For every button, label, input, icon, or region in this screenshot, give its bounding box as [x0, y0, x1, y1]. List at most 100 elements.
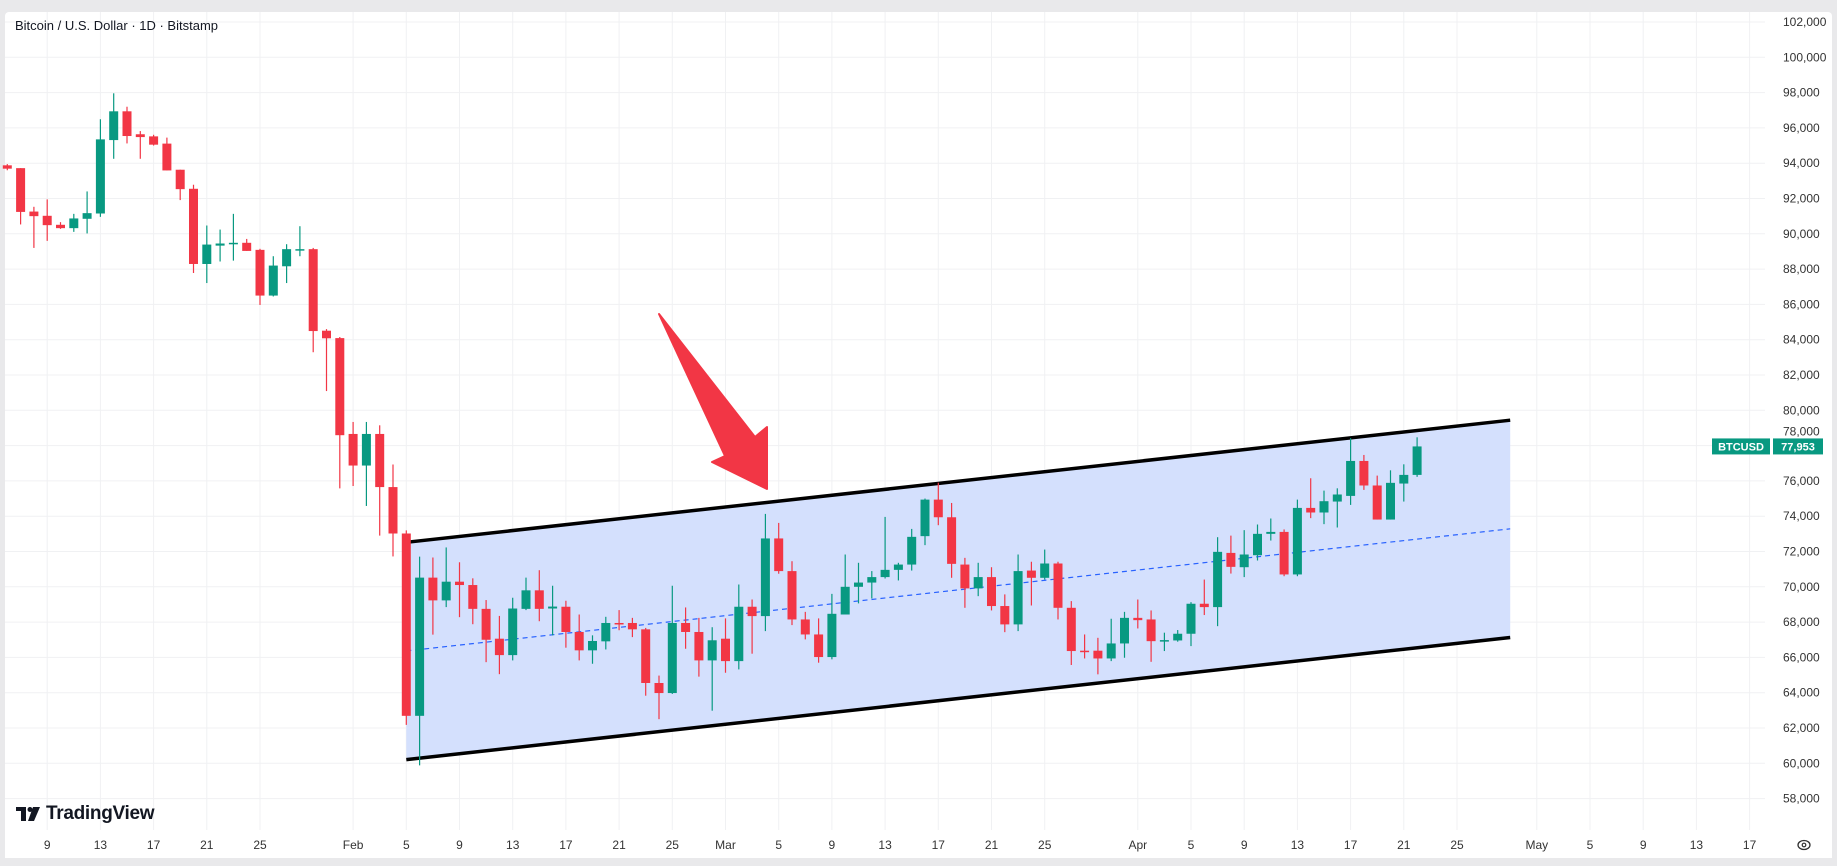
candle[interactable] — [82, 191, 92, 234]
candle[interactable] — [654, 675, 664, 720]
candle[interactable] — [1226, 535, 1236, 574]
tradingview-logo[interactable]: TradingView — [16, 803, 155, 825]
candle[interactable] — [1106, 618, 1116, 662]
candle[interactable] — [1040, 549, 1050, 580]
candle[interactable] — [1386, 470, 1395, 520]
candle[interactable] — [494, 615, 504, 675]
candle[interactable] — [880, 516, 890, 579]
candle[interactable] — [2, 164, 12, 171]
candle[interactable] — [521, 577, 531, 611]
candle[interactable] — [1399, 464, 1409, 502]
candle[interactable] — [202, 225, 212, 284]
candle[interactable] — [481, 600, 491, 663]
candle[interactable] — [574, 614, 584, 661]
candle[interactable] — [508, 597, 518, 661]
candle[interactable] — [1266, 518, 1276, 541]
candle[interactable] — [1372, 475, 1382, 520]
candle[interactable] — [242, 238, 252, 251]
candle[interactable] — [1186, 602, 1196, 647]
candle[interactable] — [1013, 554, 1023, 632]
candle[interactable] — [415, 556, 425, 766]
candle[interactable] — [1133, 599, 1143, 629]
candle[interactable] — [1359, 454, 1369, 490]
candle[interactable] — [1279, 529, 1289, 577]
candle[interactable] — [907, 528, 917, 571]
candle[interactable] — [627, 617, 637, 638]
candle[interactable] — [1319, 490, 1329, 525]
parallel-channel[interactable] — [406, 418, 1511, 762]
candle[interactable] — [1412, 437, 1422, 477]
candle[interactable] — [135, 131, 145, 159]
candle[interactable] — [614, 610, 624, 631]
candle[interactable] — [255, 248, 265, 305]
candle[interactable] — [308, 247, 318, 353]
candle[interactable] — [800, 611, 810, 640]
candle[interactable] — [322, 329, 331, 392]
candle[interactable] — [1146, 610, 1156, 662]
candle[interactable] — [814, 618, 824, 663]
candle[interactable] — [694, 617, 704, 677]
candle[interactable] — [827, 593, 837, 660]
candle[interactable] — [721, 618, 730, 673]
candle[interactable] — [1066, 601, 1076, 665]
candle[interactable] — [707, 627, 717, 711]
candle[interactable] — [973, 562, 983, 597]
candle[interactable] — [867, 571, 877, 599]
candle[interactable] — [561, 600, 571, 648]
candle[interactable] — [1332, 488, 1342, 528]
price-axis[interactable]: 102,000 100,000 98,000 96,000 94,000 92,000 90… — [1783, 15, 1827, 806]
candle[interactable] — [162, 137, 172, 171]
candle[interactable] — [641, 627, 651, 696]
candle[interactable] — [601, 616, 611, 650]
candle[interactable] — [42, 199, 52, 241]
candle[interactable] — [854, 562, 863, 604]
candle[interactable] — [1093, 637, 1103, 675]
candle[interactable] — [1159, 632, 1169, 652]
candle[interactable] — [987, 567, 996, 611]
candle[interactable] — [960, 557, 970, 608]
candle[interactable] — [667, 585, 677, 694]
candle[interactable] — [401, 530, 411, 725]
candle[interactable] — [774, 522, 784, 574]
candle[interactable] — [122, 106, 132, 144]
candle[interactable] — [428, 557, 438, 635]
candle[interactable] — [375, 425, 385, 536]
chart-panel[interactable] — [5, 12, 1832, 858]
candle[interactable] — [1239, 530, 1249, 578]
candle[interactable] — [441, 547, 451, 608]
candle[interactable] — [69, 213, 79, 232]
candle[interactable] — [1199, 579, 1209, 616]
candle[interactable] — [1120, 611, 1129, 658]
channel-lower-line[interactable] — [406, 635, 1511, 762]
candle[interactable] — [348, 421, 358, 487]
candle[interactable] — [215, 229, 225, 262]
candle[interactable] — [1346, 438, 1356, 505]
candle[interactable] — [1053, 561, 1063, 620]
symbol-title[interactable]: Bitcoin / U.S. Dollar · 1D · Bitstamp — [15, 18, 218, 33]
candle[interactable] — [747, 599, 757, 654]
settings-gear-icon[interactable] — [1797, 839, 1811, 851]
candle[interactable] — [228, 213, 238, 261]
candle[interactable] — [268, 256, 278, 297]
candle[interactable] — [1253, 524, 1262, 561]
time-axis[interactable]: 9 13 17 21 25 Feb 5 9 13 17 21 25 Mar 5 9 13 17 21 25 Apr 5 9… — [44, 838, 1757, 852]
candle[interactable] — [1292, 499, 1302, 577]
candle[interactable] — [933, 482, 943, 526]
candle[interactable] — [787, 561, 797, 626]
candle[interactable] — [56, 222, 65, 229]
candle[interactable] — [335, 337, 345, 489]
candle[interactable] — [840, 554, 850, 615]
candle[interactable] — [1213, 537, 1223, 627]
candle[interactable] — [282, 244, 292, 284]
candle[interactable] — [1173, 630, 1183, 642]
candle[interactable] — [760, 513, 770, 632]
candle[interactable] — [947, 502, 957, 578]
candle[interactable] — [588, 635, 597, 664]
candle[interactable] — [1000, 594, 1010, 633]
candle[interactable] — [361, 421, 371, 506]
candle[interactable] — [548, 585, 558, 636]
candle[interactable] — [95, 119, 105, 217]
candle[interactable] — [175, 169, 185, 201]
candle[interactable] — [681, 607, 691, 649]
